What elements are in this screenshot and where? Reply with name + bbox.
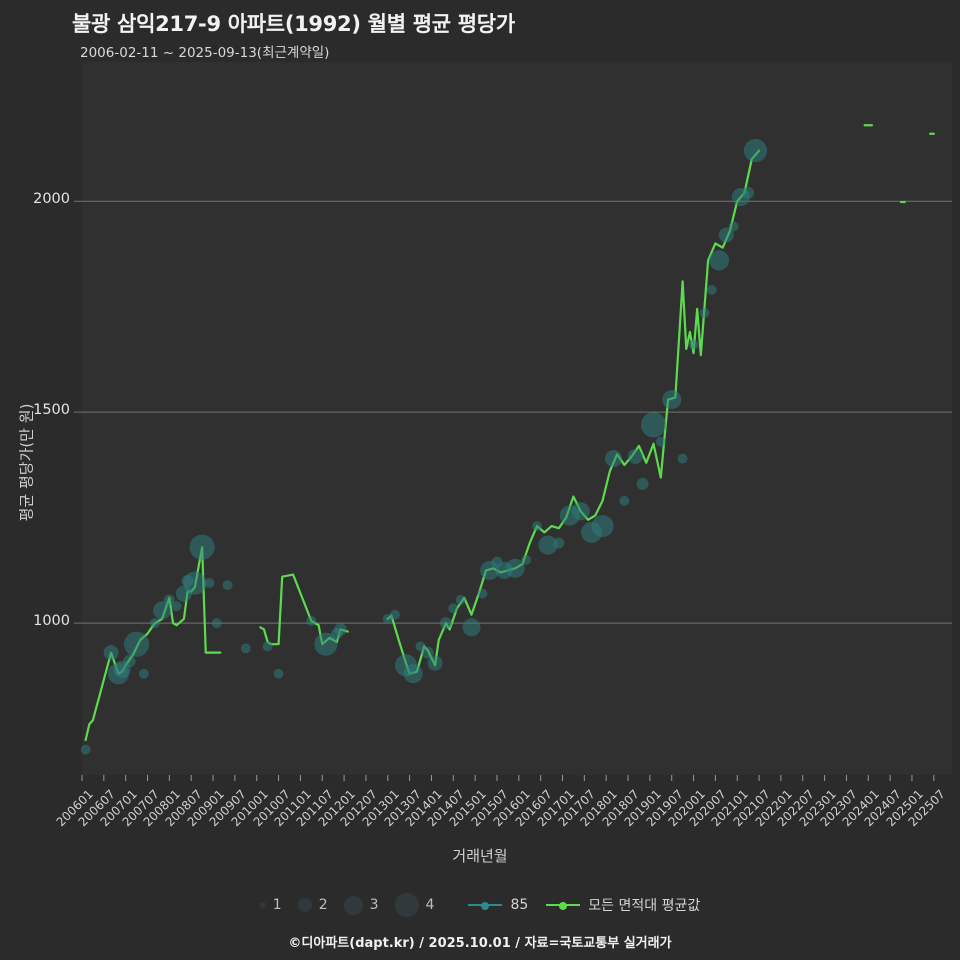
scatter-point <box>604 450 622 468</box>
scatter-point <box>591 515 614 538</box>
scatter-point <box>677 453 688 464</box>
series-line-segment <box>386 149 761 675</box>
chart-legend: 1 2 3 4 85 모든 면적대 평균값 <box>0 890 960 920</box>
scatter-point <box>427 655 443 671</box>
scatter-point <box>521 554 532 565</box>
legend-bubble-icon <box>394 893 419 917</box>
scatter-point <box>390 609 401 620</box>
legend-size-label: 3 <box>369 897 379 913</box>
scatter-point <box>334 623 347 636</box>
x-axis-label: 거래년월 <box>452 847 508 865</box>
scatter-point <box>123 654 136 668</box>
scatter-point <box>455 594 466 605</box>
scatter-point <box>699 308 710 318</box>
scatter-point <box>149 618 160 629</box>
scatter-point <box>728 221 739 232</box>
y-tick-label: 1000 <box>33 613 70 630</box>
scatter-point <box>627 448 643 464</box>
scatter-point <box>743 139 768 163</box>
scatter-point <box>477 588 488 599</box>
scatter-point <box>273 668 284 679</box>
scatter-point <box>571 502 590 521</box>
scatter-point <box>532 521 542 532</box>
scatter-point <box>718 227 734 243</box>
legend-bubble-icon <box>297 898 312 912</box>
legend-series-item[interactable]: 85 <box>468 897 528 913</box>
scatter-point <box>306 616 317 626</box>
legend-line-icon <box>468 899 503 911</box>
scatter-point <box>688 339 699 350</box>
legend-bubble-icon <box>259 902 266 908</box>
scatter-point <box>262 641 273 652</box>
scatter-point <box>189 534 215 560</box>
scatter-point <box>640 412 667 438</box>
scatter-point <box>138 668 149 679</box>
scatter-point <box>124 631 150 657</box>
scatter-point <box>222 580 233 591</box>
scatter-point <box>80 744 91 755</box>
scatter-point <box>708 250 730 271</box>
legend-bubble-icon <box>343 895 363 915</box>
scatter-point <box>636 477 649 490</box>
legend-series-label: 모든 면적대 평균값 <box>588 898 701 914</box>
scatter-point <box>742 186 755 199</box>
legend-size-item: 3 <box>343 895 379 915</box>
scatter-point <box>662 389 682 410</box>
scatter-point <box>183 571 207 595</box>
scatter-point <box>706 284 717 295</box>
y-tick-label: 2000 <box>33 191 70 208</box>
legend-series-item[interactable]: 모든 면적대 평균값 <box>546 895 700 915</box>
page-title: 불광 삼익217-9 아파트(1992) 월별 평균 평당가 <box>72 12 515 36</box>
scatter-point <box>462 618 481 637</box>
scatter-point <box>505 558 525 578</box>
scatter-point <box>655 436 666 447</box>
legend-size-item: 1 <box>259 897 282 913</box>
scatter-point <box>314 632 338 656</box>
scatter-point <box>211 618 222 629</box>
scatter-point <box>403 664 423 684</box>
legend-line-icon <box>546 899 581 911</box>
legend-size-item: 4 <box>394 893 435 917</box>
scatter-point <box>163 594 175 606</box>
scatter-point <box>204 578 215 588</box>
chart-subtitle: 2006-02-11 ~ 2025-09-13(최근계약일) <box>80 45 330 61</box>
legend-size-label: 1 <box>272 897 282 913</box>
scatter-point <box>440 617 452 630</box>
scatter-point <box>153 601 172 620</box>
legend-size-item: 2 <box>297 897 328 913</box>
scatter-point <box>538 535 558 555</box>
y-axis-label: 평균 평당가(만 원) <box>17 403 36 522</box>
legend-size-label: 2 <box>318 897 328 913</box>
scatter-point <box>382 613 393 624</box>
scatter-point <box>240 643 251 654</box>
scatter-point <box>421 646 434 659</box>
scatter-point <box>415 641 426 652</box>
footer-credit: ©디아파트(dapt.kr) / 2025.10.01 / 자료=국토교통부 실… <box>288 936 672 951</box>
legend-series-label: 85 <box>510 897 529 913</box>
scatter-point <box>553 537 565 549</box>
y-tick-label: 1500 <box>33 402 70 419</box>
scatter-point <box>171 601 182 612</box>
scatter-point <box>103 645 119 661</box>
scatter-point <box>448 603 459 614</box>
plot-background <box>82 62 952 775</box>
legend-size-label: 4 <box>425 897 435 913</box>
scatter-point <box>619 495 630 506</box>
